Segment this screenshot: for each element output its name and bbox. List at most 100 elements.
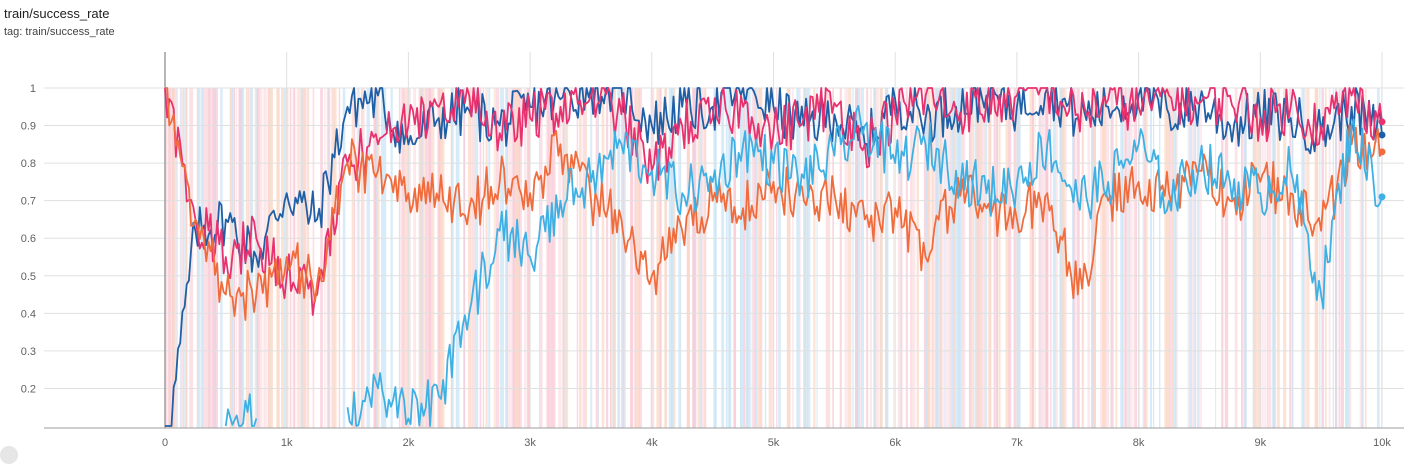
raw-band [330, 88, 334, 428]
raw-band [944, 88, 948, 428]
raw-band [825, 88, 829, 428]
raw-band [630, 88, 634, 428]
raw-band [693, 88, 696, 428]
raw-band [952, 88, 957, 428]
raw-band [527, 88, 531, 428]
raw-band [1283, 88, 1287, 428]
raw-band [1376, 88, 1380, 428]
raw-band [740, 88, 742, 428]
raw-band [656, 88, 660, 428]
raw-band [1052, 88, 1057, 428]
raw-data-bands [165, 88, 1383, 428]
raw-band [916, 88, 919, 428]
raw-band [430, 88, 433, 428]
raw-band [700, 88, 703, 428]
raw-band [694, 88, 697, 428]
raw-band [721, 88, 725, 428]
raw-band [1194, 88, 1197, 428]
raw-band [697, 88, 701, 428]
raw-band [431, 88, 435, 428]
raw-band [728, 88, 732, 428]
raw-band [172, 88, 176, 428]
x-tick-label: 8k [1133, 437, 1145, 449]
raw-band [289, 88, 292, 428]
raw-band [923, 88, 926, 428]
raw-band [897, 88, 900, 428]
raw-band [302, 88, 306, 428]
raw-band [1017, 88, 1021, 428]
raw-band [1062, 88, 1065, 428]
raw-band [512, 88, 515, 428]
raw-band [787, 88, 791, 428]
raw-band [1128, 88, 1131, 428]
raw-band [1359, 88, 1362, 428]
menu-button[interactable] [0, 446, 18, 464]
raw-band [1253, 88, 1256, 428]
x-tick-label: 6k [889, 437, 901, 449]
y-tick-label: 1 [30, 83, 36, 95]
y-tick-label: 0.5 [21, 271, 36, 283]
raw-band [362, 88, 365, 428]
raw-band [203, 88, 207, 428]
raw-band [488, 88, 491, 428]
raw-band [256, 88, 261, 428]
raw-band [550, 88, 553, 428]
raw-band [565, 88, 569, 428]
raw-band [673, 88, 676, 428]
raw-band [1314, 88, 1316, 428]
raw-band [1364, 88, 1367, 428]
raw-band [606, 88, 609, 428]
raw-band [875, 88, 879, 428]
raw-band [983, 88, 986, 428]
raw-band [847, 88, 852, 428]
raw-band [1101, 88, 1105, 428]
raw-band [505, 88, 508, 428]
raw-band [1193, 88, 1195, 428]
raw-band [995, 88, 999, 428]
y-tick-label: 0.9 [21, 121, 36, 133]
raw-band [1169, 88, 1173, 428]
raw-band [404, 88, 408, 428]
raw-band [898, 88, 901, 428]
chart-title: train/success_rate [4, 6, 110, 21]
raw-band [796, 88, 801, 428]
raw-band [804, 88, 808, 428]
raw-band [957, 88, 961, 428]
raw-band [1262, 88, 1264, 428]
raw-band [1335, 88, 1337, 428]
raw-band [1272, 88, 1276, 428]
raw-band [408, 88, 411, 428]
raw-band [293, 88, 296, 428]
raw-band [356, 88, 359, 428]
raw-band [745, 88, 749, 428]
raw-band [806, 88, 809, 428]
raw-band [353, 88, 356, 428]
raw-band [960, 88, 964, 428]
tick-labels: 0.2 0.3 0.4 0.5 0.6 0.7 0.8 0.9 1 0 1k 2k 3k 4k 5k 6k 7k… [21, 83, 1392, 449]
raw-band [701, 88, 705, 428]
raw-band [624, 88, 626, 428]
raw-band [1056, 88, 1058, 428]
raw-band [753, 88, 757, 428]
raw-band [328, 88, 330, 428]
raw-band [713, 88, 717, 428]
raw-band [281, 88, 285, 428]
raw-band [475, 88, 479, 428]
raw-band [960, 88, 962, 428]
raw-band [1335, 88, 1338, 428]
raw-band [1346, 88, 1350, 428]
raw-band [974, 88, 978, 428]
raw-band [1133, 88, 1136, 428]
raw-band [617, 88, 620, 428]
raw-band [935, 88, 938, 428]
raw-band [186, 88, 188, 428]
raw-band [636, 88, 640, 428]
raw-band [208, 88, 211, 428]
raw-band [1200, 88, 1202, 428]
y-tick-label: 0.3 [21, 346, 36, 358]
raw-band [578, 88, 582, 428]
raw-band [913, 88, 916, 428]
raw-band [500, 88, 504, 428]
raw-band [1087, 88, 1091, 428]
raw-band [552, 88, 556, 428]
